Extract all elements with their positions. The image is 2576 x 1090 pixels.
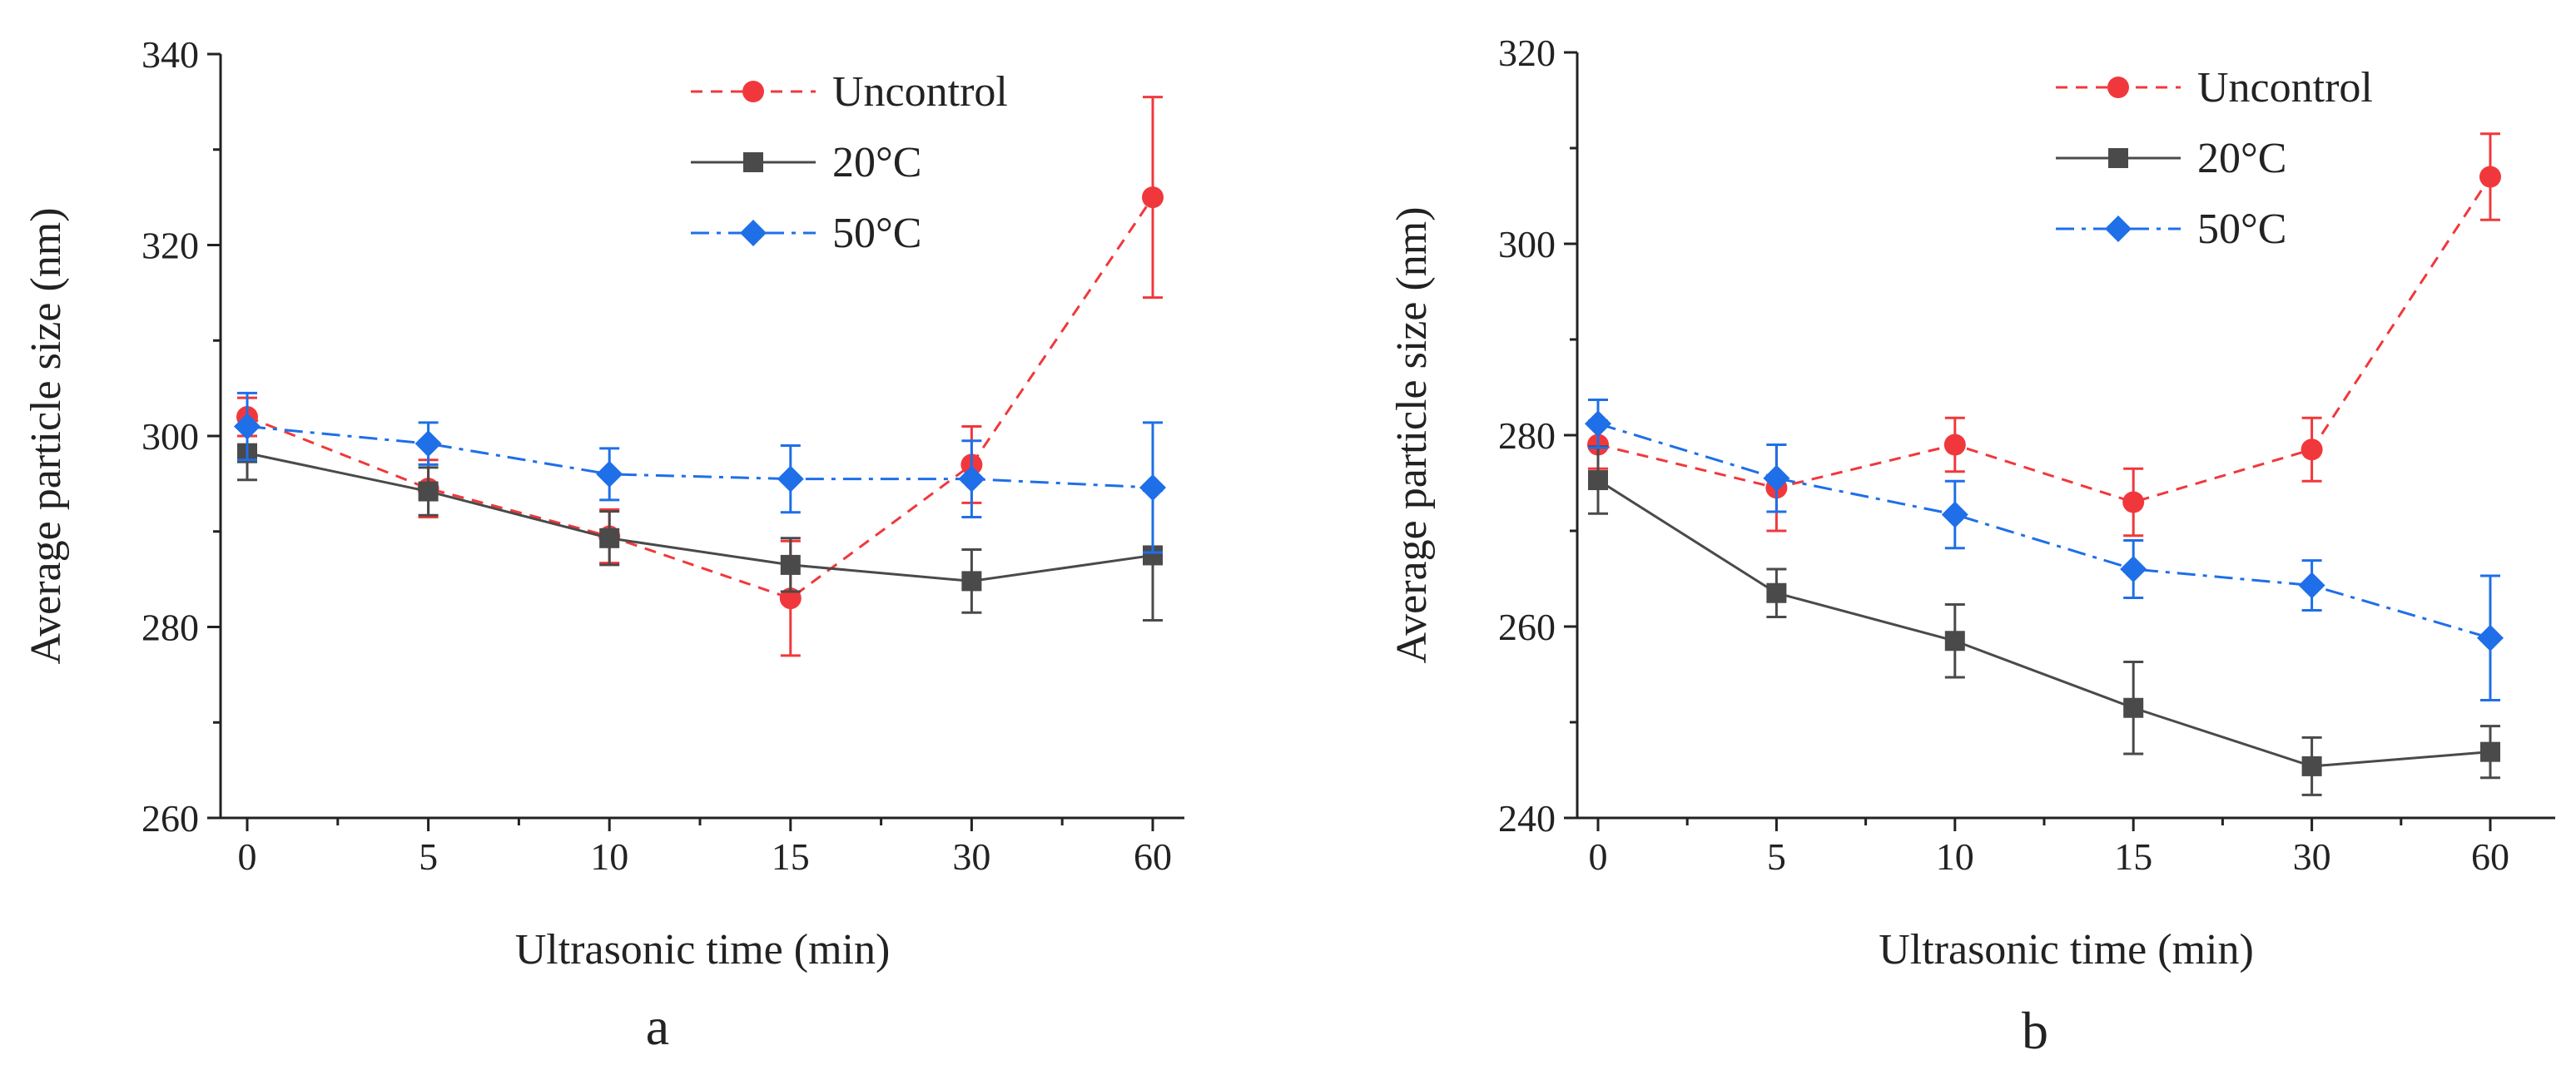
x-tick-label: 5 [1767, 835, 1786, 878]
data-point-50c [2298, 572, 2325, 599]
legend-label-20c: 20°C [832, 139, 921, 186]
y-tick-label: 300 [1498, 223, 1556, 265]
x-tick-label: 30 [952, 835, 990, 878]
data-point-50c [1763, 464, 1790, 492]
series-line-uncontrol [1597, 176, 2492, 504]
y-tick-label: 280 [141, 607, 199, 649]
data-point-50c [1139, 473, 1166, 501]
x-tick-label: 5 [419, 835, 438, 878]
data-point-uncontrol [2479, 166, 2501, 188]
x-tick-label: 60 [2471, 835, 2509, 878]
x-tick-label: 15 [772, 835, 810, 878]
data-point-50c [234, 413, 261, 440]
data-point-50c [414, 430, 442, 458]
data-point-20c [2480, 741, 2500, 762]
x-tick-label: 0 [1589, 835, 1608, 878]
legend-label-uncontrol: Uncontrol [832, 68, 1008, 116]
data-point-50c [958, 465, 985, 493]
data-point-20c [2301, 756, 2322, 776]
data-point-20c [1944, 631, 1965, 652]
data-point-50c [1941, 501, 1968, 528]
x-tick-label: 60 [1134, 835, 1172, 878]
x-axis-title: Ultrasonic time (min) [515, 926, 891, 974]
series-line-uncontrol [246, 196, 1154, 600]
data-point-uncontrol [2122, 491, 2145, 513]
data-point-20c [961, 571, 982, 592]
y-tick-label: 260 [141, 797, 199, 840]
y-tick-label: 340 [141, 33, 199, 76]
data-point-uncontrol [1142, 186, 1164, 209]
series-line-20c [246, 452, 1154, 582]
x-tick-label: 10 [1936, 835, 1974, 878]
series-line-50c [246, 425, 1154, 489]
legend-marker-uncontrol [2107, 77, 2129, 98]
y-axis-title: Average particle size (nm) [1388, 206, 1436, 663]
legend-marker-50c [740, 220, 767, 246]
x-tick-label: 15 [2114, 835, 2152, 878]
data-point-uncontrol [2301, 438, 2323, 461]
data-point-20c [1766, 582, 1787, 603]
data-point-20c [2123, 697, 2144, 718]
legend-label-uncontrol: Uncontrol [2197, 64, 2373, 111]
series-50c-b [1585, 398, 2504, 702]
data-point-20c [1588, 470, 1608, 491]
y-axis-title: Average particle size (nm) [22, 207, 70, 664]
legend-marker-20c [2108, 148, 2128, 168]
legend-marker-uncontrol [742, 81, 764, 102]
series-line-20c [1597, 478, 2491, 768]
series-uncontrol-a [236, 96, 1164, 657]
data-point-uncontrol [779, 587, 802, 610]
y-tick-label: 240 [1498, 797, 1556, 840]
series-50c-a [234, 391, 1166, 554]
data-point-uncontrol [1943, 434, 1966, 456]
y-tick-label: 260 [1498, 606, 1556, 648]
series-20c-a [237, 425, 1163, 622]
data-point-20c [418, 481, 439, 502]
x-tick-label: 30 [2293, 835, 2331, 878]
data-point-50c [596, 460, 623, 488]
data-point-20c [780, 554, 801, 575]
x-axis-title: Ultrasonic time (min) [1879, 926, 2254, 974]
y-tick-label: 320 [141, 225, 199, 267]
x-tick-label: 0 [238, 835, 257, 878]
panel-label: b [2022, 1001, 2048, 1060]
series-uncontrol-b [1587, 132, 2501, 538]
series-20c-b [1588, 445, 2500, 796]
series-line-50c [1597, 422, 2491, 640]
y-tick-label: 280 [1498, 414, 1556, 457]
panel-label: a [646, 997, 669, 1056]
legend-marker-20c [743, 152, 763, 172]
legend-label-50c: 50°C [2197, 206, 2286, 253]
data-point-50c [777, 465, 804, 493]
legend-label-50c: 50°C [832, 210, 921, 257]
x-tick-label: 10 [590, 835, 628, 878]
data-point-50c [2477, 624, 2504, 652]
data-point-20c [599, 528, 620, 548]
data-point-50c [1585, 410, 1611, 438]
data-point-50c [2120, 556, 2147, 582]
legend-marker-50c [2105, 216, 2132, 242]
legend-label-20c: 20°C [2197, 135, 2286, 182]
y-tick-label: 300 [141, 415, 199, 458]
y-tick-label: 320 [1498, 32, 1556, 74]
